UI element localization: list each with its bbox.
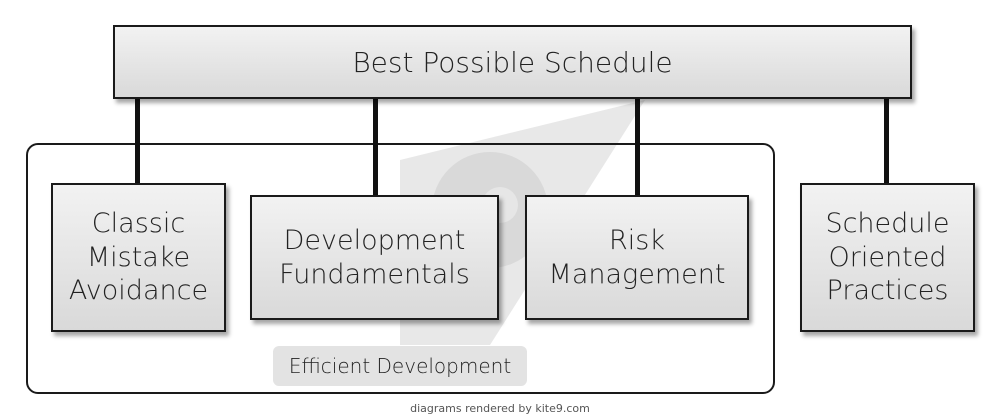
risk-management-box: Risk Management — [525, 195, 749, 320]
connector-risk-management — [635, 99, 640, 196]
classic-mistake-avoidance-box: Classic Mistake Avoidance — [51, 183, 226, 332]
connector-classic-mistake — [135, 99, 140, 184]
footer-credit: diagrams rendered by kite9.com — [410, 402, 590, 415]
efficient-development-group — [26, 143, 775, 394]
connector-development-fundamentals — [373, 99, 378, 196]
best-possible-schedule-box: Best Possible Schedule — [113, 25, 912, 99]
connector-schedule-oriented — [884, 99, 889, 184]
schedule-oriented-practices-box: Schedule Oriented Practices — [800, 183, 975, 332]
development-fundamentals-box: Development Fundamentals — [250, 195, 499, 320]
efficient-development-label: Efficient Development — [273, 346, 527, 386]
